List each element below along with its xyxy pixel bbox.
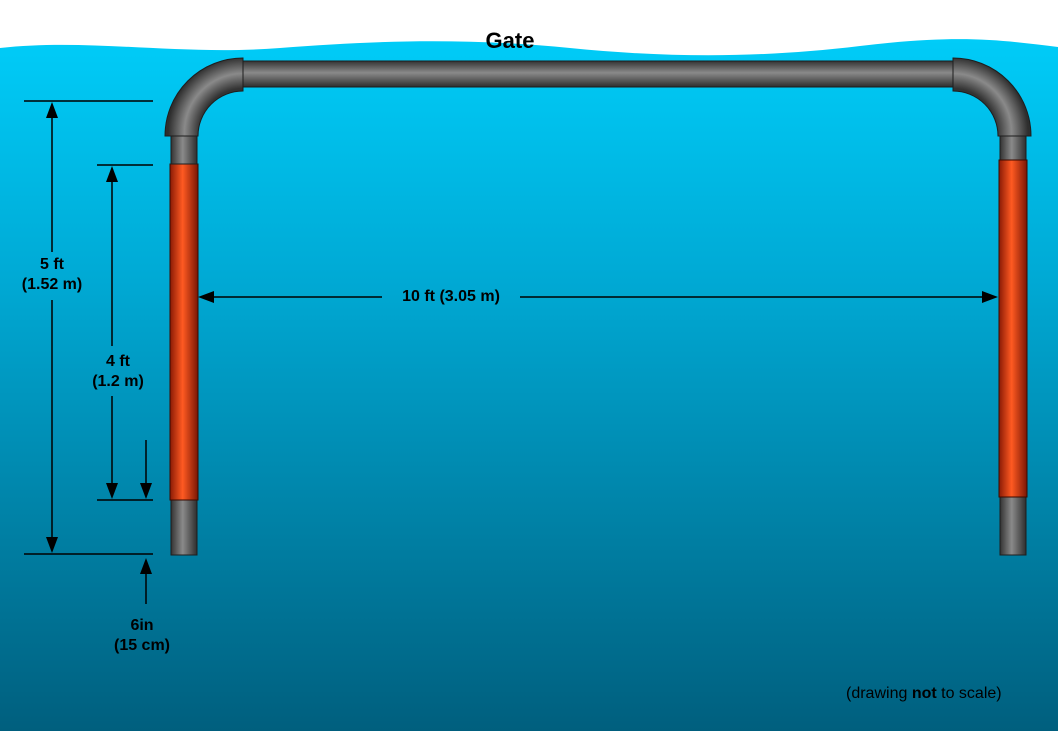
arrow-up-icon (106, 166, 118, 182)
left-leg-band (169, 163, 199, 501)
arrow-left-icon (198, 291, 214, 303)
arrow-down-icon (140, 483, 152, 499)
dim-4ft-metric: (1.2 m) (92, 373, 144, 390)
dim-4ft-label: 4 ft (1.2 m) (70, 352, 166, 392)
water (0, 39, 1058, 731)
arrow-up-icon (46, 102, 58, 118)
arrow-down-icon (106, 483, 118, 499)
dim-5ft-value: 5 ft (40, 256, 64, 273)
dim-5ft-metric: (1.52 m) (21, 276, 83, 293)
right-leg-band (998, 159, 1028, 498)
left-elbow (164, 57, 244, 137)
dim-6in-value: 6in (130, 617, 154, 634)
scale-note-suffix: to scale) (936, 685, 1002, 702)
scale-note-prefix: (drawing (846, 685, 912, 702)
arrow-down-icon (46, 537, 58, 553)
arrow-right-icon (982, 291, 998, 303)
dim-4ft-value: 4 ft (106, 353, 130, 370)
dim-10ft-label: 10 ft (3.05 m) (402, 288, 500, 305)
arrow-up-icon (140, 558, 152, 574)
scale-note: (drawing not to scale) (846, 685, 1002, 703)
dim-6in-label: 6in (15 cm) (94, 616, 190, 656)
top-pipe-rail (235, 60, 961, 88)
dim-5ft-label: 5 ft (1.52 m) (4, 255, 100, 295)
dim-6in-metric: (15 cm) (113, 637, 171, 654)
diagram-title: Gate (485, 28, 535, 53)
scale-note-emphasis: not (911, 685, 937, 702)
right-elbow (952, 57, 1032, 137)
